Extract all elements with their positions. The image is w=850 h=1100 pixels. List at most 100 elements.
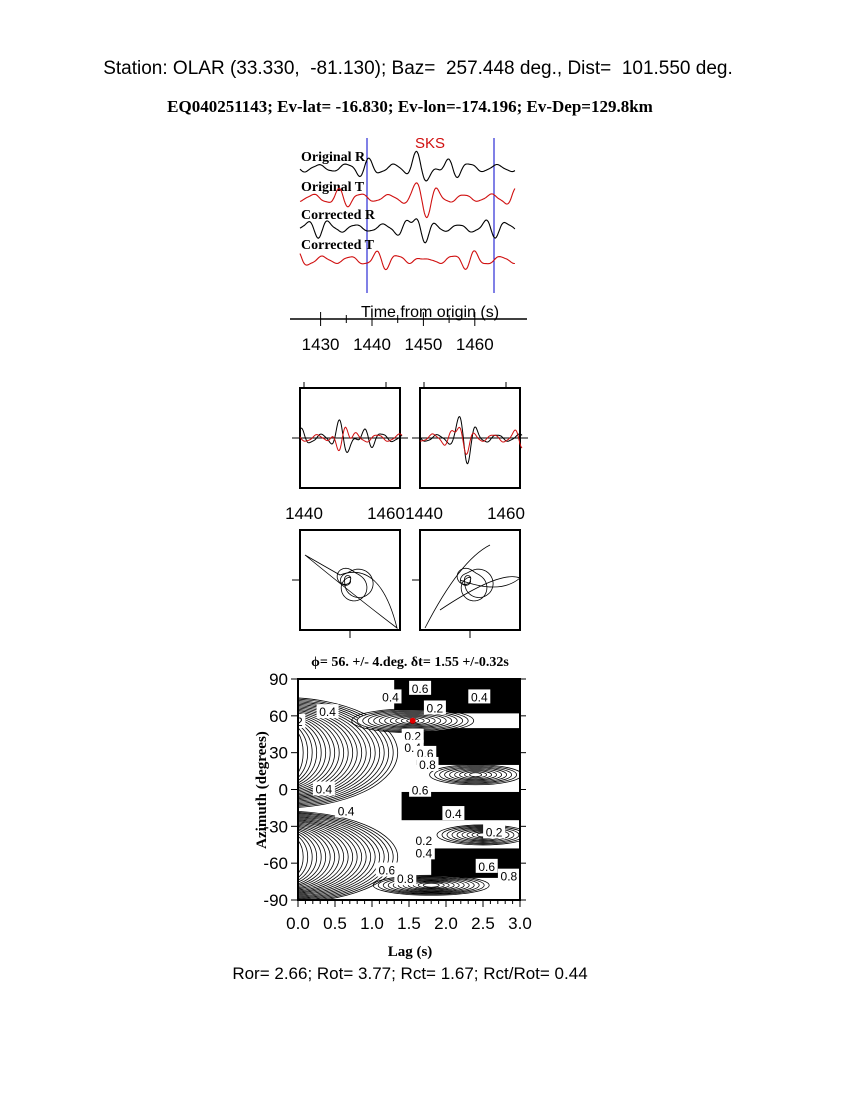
x-tick-label: 1.5: [397, 914, 421, 933]
contour-label: 0.6: [375, 862, 398, 878]
contour-line: [298, 835, 309, 879]
contour-line: [298, 824, 340, 890]
waveform-panel: SKS Original R Original T Corrected R Co…: [290, 135, 527, 354]
contour-line: [298, 727, 309, 779]
contour-label-text: 0.4: [338, 805, 355, 819]
x-tick-label: 2.0: [434, 914, 458, 933]
contour-line: [298, 813, 390, 900]
contour-line: [298, 831, 318, 883]
contour-label-text: 0.2: [486, 825, 503, 839]
contour-label: 0.2: [298, 713, 306, 729]
contour-label: 0.4: [468, 689, 491, 704]
label-bg: [298, 713, 306, 728]
contour-line: [298, 827, 331, 887]
y-tick-label: 30: [269, 744, 288, 763]
trace-original-r: [299, 150, 516, 182]
particle-motion-box: [292, 529, 401, 638]
contour-line: [298, 715, 336, 790]
x-tick-label: 0.0: [286, 914, 310, 933]
contour-line: [436, 824, 520, 846]
trace-label: Corrected T: [301, 238, 375, 253]
y-axis-label: Azimuth (degrees): [254, 731, 270, 849]
contour-line: [298, 722, 318, 784]
contour-line: [298, 707, 363, 798]
contour-line: [298, 718, 327, 787]
contour-line: [298, 817, 372, 897]
label-bg: [414, 745, 437, 760]
contour-line: [422, 882, 440, 888]
event-title: EQ040251143; Ev-lat= -16.830; Ev-lon=-17…: [167, 97, 653, 116]
contour-label: 0.4: [316, 704, 339, 719]
contour-label: 0.8: [497, 868, 520, 884]
trace-label: Corrected R: [301, 208, 376, 223]
contour-line: [469, 772, 483, 778]
contour-label: 0.6: [475, 858, 498, 874]
contour-label: 0.8: [416, 756, 439, 772]
y-tick-label: 60: [269, 707, 288, 726]
contour-line: [298, 815, 381, 899]
waveform-box: 1440 1460: [405, 382, 528, 523]
label-bg: [379, 689, 402, 704]
contour-line: [298, 697, 399, 808]
label-bg: [335, 803, 358, 818]
contour-line: [298, 819, 363, 895]
x-tick-label: 1440: [405, 504, 443, 523]
time-axis-label: Time from origin (s): [361, 304, 499, 321]
contour-line: [298, 828, 327, 886]
x-tick-label: 2.5: [471, 914, 495, 933]
contour-line: [298, 829, 322, 885]
label-bg: [416, 756, 439, 771]
contour-line: [298, 711, 349, 794]
contour-label-text: 0.4: [471, 690, 488, 704]
trace: [299, 426, 403, 452]
contour-line: [298, 811, 399, 900]
x-tick-label: 1440: [353, 335, 391, 354]
x-tick-label: 1.0: [360, 914, 384, 933]
x-tick-label: 0.5: [323, 914, 347, 933]
x-tick-label: 1430: [302, 335, 340, 354]
label-bg: [475, 858, 498, 873]
contour-label-text: 0.8: [419, 758, 436, 772]
contour-label: 0.6: [409, 782, 432, 798]
x-tick-label: 1440: [285, 504, 323, 523]
label-bg: [483, 824, 506, 839]
contour-line: [298, 706, 367, 800]
contour-line: [298, 833, 313, 881]
ratio-footer: Ror= 2.66; Rot= 3.77; Rct= 1.67; Rct/Rot…: [232, 964, 588, 983]
contour-label-text: 0.6: [412, 682, 429, 696]
label-bg: [497, 868, 520, 883]
particle-path: [304, 554, 398, 630]
trace: [419, 415, 523, 465]
x-tick-label: 1460: [456, 335, 494, 354]
contour-line: [298, 812, 394, 900]
contour-label-text: 0.4: [445, 807, 462, 821]
trace-original-t: [299, 182, 516, 219]
particle-motion-box: [412, 529, 521, 638]
x-tick-label: 1460: [367, 504, 405, 523]
contour-label: 0.4: [379, 689, 402, 704]
contour-label-text: 0.4: [415, 846, 432, 860]
y-tick-label: 90: [269, 670, 288, 689]
label-bg: [409, 680, 432, 695]
particle-path: [336, 567, 374, 602]
contour-line: [298, 714, 340, 792]
contour-line: [298, 700, 390, 806]
contour-label-text: 0.4: [316, 783, 333, 797]
contour-label: 0.4: [335, 803, 358, 819]
contour-label: 0.4: [312, 781, 335, 797]
x-tick-label: 3.0: [508, 914, 532, 933]
contour-label: 0.4: [412, 845, 435, 860]
y-tick-label: 0: [279, 781, 288, 800]
y-tick-label: -30: [263, 817, 288, 836]
contour-label: 0.8: [394, 871, 417, 886]
label-bg: [423, 700, 446, 715]
contour-label-text: 0.4: [319, 705, 336, 719]
contour-line: [298, 703, 376, 802]
contour-label-text: 0.2: [427, 701, 444, 715]
contour-line: [298, 698, 394, 807]
label-bg: [412, 833, 435, 848]
contour-line: [298, 704, 372, 801]
label-bg: [394, 871, 417, 886]
